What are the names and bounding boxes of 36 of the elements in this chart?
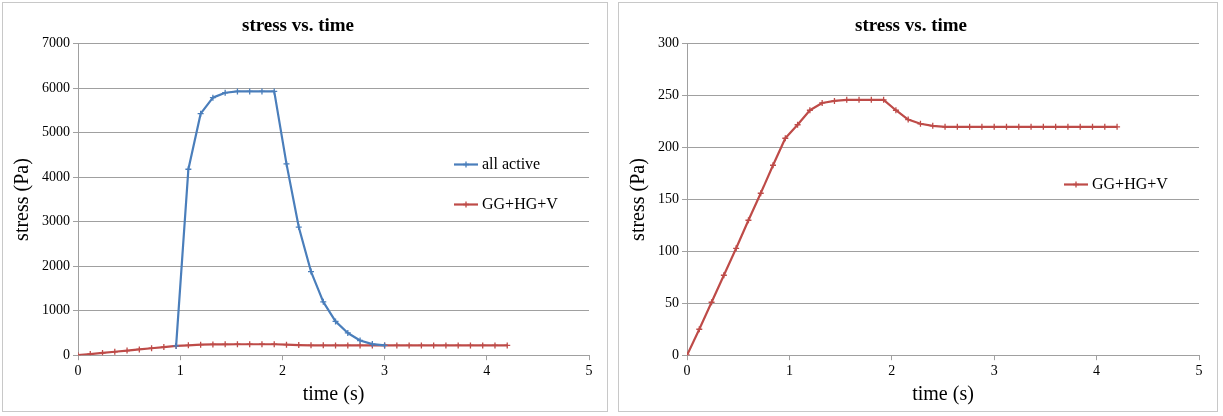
- y-tick-label: 200: [658, 139, 679, 155]
- y-tick-label: 5000: [42, 124, 70, 140]
- legend-label: GG+HG+V: [1092, 174, 1169, 192]
- y-tick-label: 1000: [42, 302, 70, 318]
- x-tick-label: 2: [278, 363, 286, 379]
- x-tick-label: 0: [683, 363, 691, 379]
- y-tick-label: 100: [658, 243, 679, 259]
- y-tick-label: 7000: [42, 35, 70, 51]
- legend-label: GG+HG+V: [482, 194, 559, 212]
- y-tick-label: 4000: [42, 168, 70, 184]
- y-tick-label: 300: [658, 35, 679, 51]
- y-tick-label: 2000: [42, 257, 70, 273]
- y-tick-label: 0: [672, 346, 679, 362]
- x-tick-label: 5: [585, 363, 593, 379]
- y-tick-label: 150: [658, 191, 679, 207]
- y-axis-title: stress (Pa): [10, 158, 34, 241]
- x-tick-label: 1: [176, 363, 184, 379]
- x-tick-label: 1: [785, 363, 793, 379]
- y-axis-title: stress (Pa): [626, 158, 650, 241]
- x-tick-label: 2: [888, 363, 896, 379]
- x-tick-label: 3: [381, 363, 389, 379]
- y-tick-label: 50: [665, 294, 679, 310]
- y-tick-label: 6000: [42, 79, 70, 95]
- chart-title: stress vs. time: [241, 14, 355, 36]
- chart-title: stress vs. time: [854, 14, 968, 36]
- y-tick-label: 3000: [42, 213, 70, 229]
- x-tick-label: 3: [990, 363, 998, 379]
- x-axis-title: time (s): [302, 382, 365, 406]
- y-tick-label: 250: [658, 87, 679, 103]
- x-tick-label: 4: [1093, 363, 1101, 379]
- x-tick-label: 5: [1195, 363, 1203, 379]
- y-tick-label: 0: [63, 346, 70, 362]
- x-tick-label: 4: [483, 363, 491, 379]
- x-tick-label: 0: [74, 363, 82, 379]
- x-axis-title: time (s): [912, 382, 974, 406]
- legend-label: all active: [482, 154, 541, 172]
